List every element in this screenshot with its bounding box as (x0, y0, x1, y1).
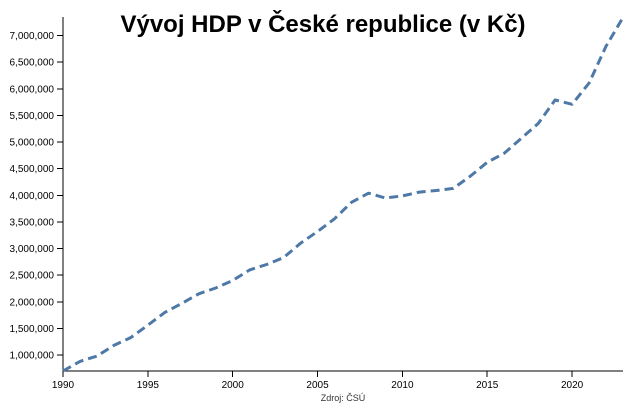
y-tick-label: 1,000,000 (10, 351, 55, 362)
x-tick-label: 2010 (391, 380, 414, 391)
x-tick-label: 2005 (306, 380, 329, 391)
y-tick-label: 5,000,000 (10, 138, 55, 149)
x-tick-label: 2020 (561, 380, 584, 391)
gdp-data-point (281, 255, 286, 260)
y-tick-label: 2,000,000 (10, 297, 55, 308)
gdp-data-point (383, 196, 388, 201)
gdp-data-point (298, 241, 303, 246)
gdp-data-point (94, 354, 99, 359)
y-tick-label: 4,500,000 (10, 164, 55, 175)
y-tick-label: 3,000,000 (10, 244, 55, 255)
gdp-data-point (451, 186, 456, 191)
gdp-data-point (61, 369, 66, 374)
x-axis: 1990 1995 2000 2005 2010 2015 2020 (52, 370, 623, 391)
y-tick-label: 2,500,000 (10, 271, 55, 282)
gdp-data-point (434, 188, 439, 193)
gdp-data-point (570, 102, 575, 107)
gdp-data-point (349, 200, 354, 205)
x-tick-label: 2015 (476, 380, 499, 391)
x-tick-label: 1990 (52, 380, 75, 391)
series-layer (61, 15, 626, 374)
gdp-data-point (213, 286, 218, 291)
gdp-data-point (604, 44, 609, 49)
gdp-data-point (230, 278, 235, 283)
gdp-data-point (111, 343, 116, 348)
gdp-data-point (621, 15, 626, 20)
gdp-data-point (315, 229, 320, 234)
x-tick-label: 1995 (137, 380, 160, 391)
gdp-data-point (162, 310, 167, 315)
gdp-data-point (332, 216, 337, 221)
gdp-data-point (536, 121, 541, 126)
y-tick-label: 3,500,000 (10, 217, 55, 228)
gdp-data-point (247, 267, 252, 272)
gdp-data-point (417, 190, 422, 195)
y-tick-label: 1,500,000 (10, 324, 55, 335)
x-tick-label: 2000 (222, 380, 245, 391)
gdp-data-point (587, 81, 592, 86)
gdp-data-point (519, 136, 524, 141)
gdp-data-point (145, 323, 150, 328)
gdp-data-point (196, 291, 201, 296)
y-tick-label: 5,500,000 (10, 111, 55, 122)
gdp-data-point (179, 301, 184, 306)
gdp-data-point (502, 151, 507, 156)
gdp-series-line (62, 16, 625, 373)
gdp-data-point (553, 98, 558, 103)
y-tick-label: 4,000,000 (10, 191, 55, 202)
gdp-data-point (264, 262, 269, 267)
source-note: Zdroj: ČSÚ (321, 393, 366, 403)
gdp-data-point (400, 193, 405, 198)
y-axis: 1,000,000 1,500,000 2,000,000 2,500,000 3,00… (10, 17, 64, 371)
y-tick-label: 7,000,000 (10, 31, 55, 42)
gdp-data-point (485, 160, 490, 165)
gdp-data-point (78, 359, 83, 364)
gdp-data-point (128, 335, 133, 340)
y-tick-label: 6,000,000 (10, 84, 55, 95)
gdp-data-point (468, 174, 473, 179)
gdp-data-point (366, 191, 371, 196)
y-tick-label: 6,500,000 (10, 58, 55, 69)
chart-title: Vývoj HDP v České republice (v Kč) (120, 10, 525, 38)
